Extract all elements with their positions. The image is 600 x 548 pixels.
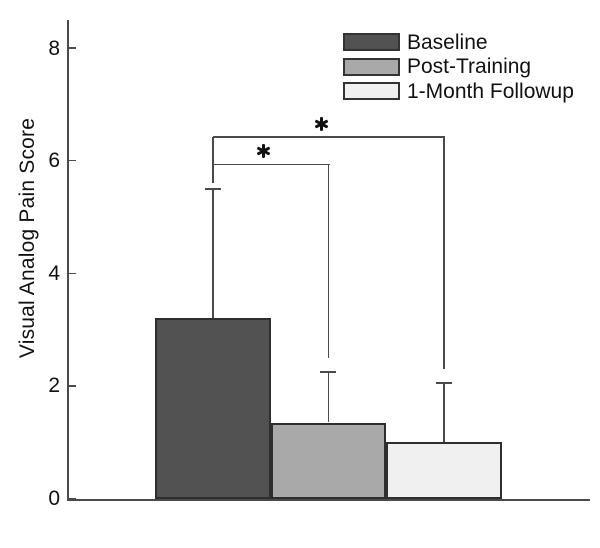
bar-1-month-followup — [386, 442, 502, 500]
y-tick-4 — [69, 272, 76, 275]
legend-swatch-baseline — [343, 33, 400, 51]
y-tick-label-6: 6 — [48, 149, 60, 173]
y-tick-2 — [69, 385, 76, 387]
y-tick-8 — [69, 47, 76, 49]
legend-label-baseline: Baseline — [407, 30, 488, 54]
y-tick-6 — [69, 159, 76, 162]
y-tick-label-8: 8 — [48, 36, 60, 60]
error-bar-cap-1-month-followup — [435, 382, 452, 384]
significance-asterisk-icon — [255, 142, 273, 160]
error-bar-line-baseline — [212, 188, 214, 319]
significance-bracket-baseline-to-1-month-followup-horizontal — [212, 136, 446, 138]
significance-bracket-baseline-to-post-training-right-vertical — [327, 164, 329, 358]
bar-baseline — [155, 318, 271, 500]
y-tick-label-0: 0 — [48, 487, 60, 510]
significance-bracket-baseline-to-post-training-horizontal — [212, 163, 330, 166]
significance-bracket-baseline-to-1-month-followup-left-vertical — [212, 137, 214, 183]
y-tick-label-4: 4 — [48, 261, 60, 285]
legend-swatch-post-training — [343, 57, 400, 76]
legend-label-post-training: Post-Training — [407, 55, 532, 79]
error-bar-line-1-month-followup — [443, 383, 445, 443]
bar-post-training — [270, 422, 386, 500]
legend-item-post-training: Post-Training — [343, 55, 532, 79]
y-tick-label-2: 2 — [48, 374, 60, 398]
legend-label-1-month-followup: 1-Month Followup — [407, 79, 574, 103]
significance-bracket-baseline-to-1-month-followup-right-vertical — [443, 137, 445, 370]
x-axis-line — [67, 498, 590, 501]
y-tick-0 — [69, 497, 76, 500]
y-axis-line — [67, 20, 69, 501]
legend-swatch-1-month-followup — [343, 82, 400, 101]
legend-item-baseline: Baseline — [343, 30, 488, 54]
error-bar-cap-post-training — [320, 371, 337, 373]
legend-item-1-month-followup: 1-Month Followup — [343, 79, 574, 103]
error-bar-line-post-training — [327, 371, 329, 423]
significance-asterisk-icon — [312, 115, 330, 133]
error-bar-cap-baseline — [204, 188, 221, 190]
